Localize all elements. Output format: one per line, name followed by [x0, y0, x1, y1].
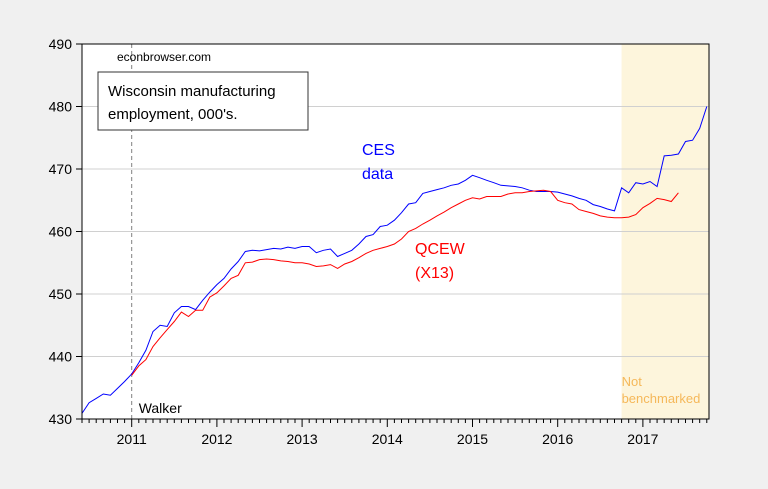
x-tick-label: 2012	[201, 431, 232, 447]
not-benchmarked-label-line: benchmarked	[622, 391, 701, 406]
x-tick-label: 2016	[542, 431, 573, 447]
not-benchmarked-label-line: Not	[622, 374, 643, 389]
x-tick-label: 2015	[457, 431, 488, 447]
y-tick-label: 480	[49, 99, 73, 115]
ces-label-line: data	[362, 166, 393, 183]
x-tick-label: 2011	[117, 431, 147, 447]
ces-series-line	[81, 106, 708, 414]
title-box: Wisconsin manufacturing employment, 000'…	[97, 71, 309, 131]
x-tick-label: 2014	[372, 431, 403, 447]
y-tick-label: 460	[49, 224, 73, 240]
source-note: econbrowser.com	[117, 50, 211, 64]
qcew-label-line: QCEW	[415, 241, 466, 258]
y-tick-label: 490	[49, 36, 73, 52]
qcew-label-line: (X13)	[415, 265, 454, 282]
x-tick-label: 2013	[287, 431, 318, 447]
chart-title-line-1: Wisconsin manufacturing	[108, 83, 276, 100]
y-tick-label: 470	[49, 161, 73, 177]
qcew-series-line	[131, 189, 679, 376]
y-tick-label: 450	[49, 286, 73, 302]
x-tick-label: 2017	[627, 431, 658, 447]
walker-label: Walker	[139, 400, 182, 416]
chart-title-line-2: employment, 000's.	[108, 106, 238, 123]
y-tick-label: 430	[49, 411, 73, 427]
y-tick-label: 440	[49, 349, 73, 365]
ces-label-line: CES	[362, 142, 395, 159]
